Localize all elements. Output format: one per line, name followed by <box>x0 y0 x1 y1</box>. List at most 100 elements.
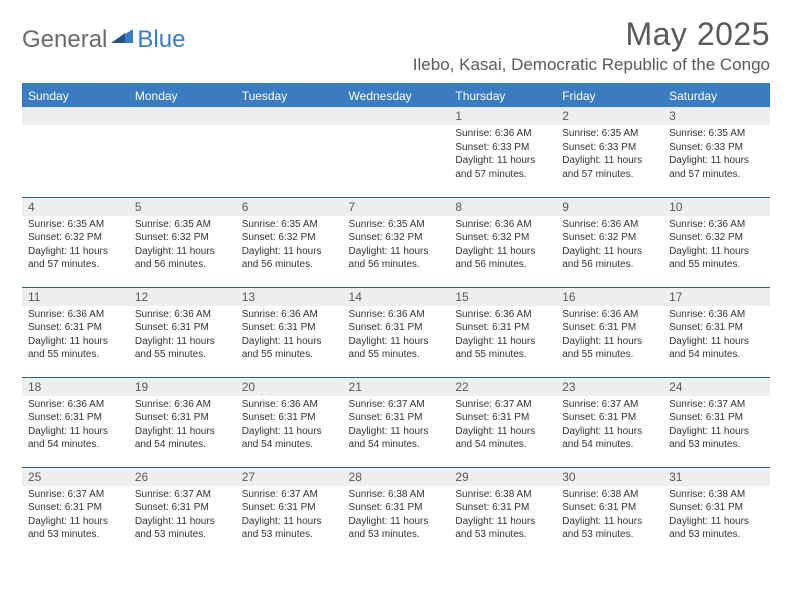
calendar-day-cell: 28Sunrise: 6:38 AMSunset: 6:31 PMDayligh… <box>343 467 450 557</box>
calendar-day-cell: 16Sunrise: 6:36 AMSunset: 6:31 PMDayligh… <box>556 287 663 377</box>
calendar-day-cell <box>129 107 236 197</box>
day-number: 19 <box>129 378 236 396</box>
day-number: 31 <box>663 468 770 486</box>
calendar-day-cell <box>236 107 343 197</box>
day-number: 22 <box>449 378 556 396</box>
calendar-day-cell: 3Sunrise: 6:35 AMSunset: 6:33 PMDaylight… <box>663 107 770 197</box>
calendar-day-cell: 5Sunrise: 6:35 AMSunset: 6:32 PMDaylight… <box>129 197 236 287</box>
calendar-day-cell <box>343 107 450 197</box>
day-number: 2 <box>556 107 663 125</box>
day-data: Sunrise: 6:36 AMSunset: 6:32 PMDaylight:… <box>556 216 663 276</box>
calendar-table: SundayMondayTuesdayWednesdayThursdayFrid… <box>22 83 770 557</box>
logo-text-general: General <box>22 26 107 54</box>
day-number: 13 <box>236 288 343 306</box>
day-data: Sunrise: 6:36 AMSunset: 6:31 PMDaylight:… <box>663 306 770 366</box>
calendar-day-cell: 19Sunrise: 6:36 AMSunset: 6:31 PMDayligh… <box>129 377 236 467</box>
day-data: Sunrise: 6:35 AMSunset: 6:33 PMDaylight:… <box>663 125 770 185</box>
calendar-week-row: 11Sunrise: 6:36 AMSunset: 6:31 PMDayligh… <box>22 287 770 377</box>
day-data: Sunrise: 6:35 AMSunset: 6:33 PMDaylight:… <box>556 125 663 185</box>
calendar-day-cell: 21Sunrise: 6:37 AMSunset: 6:31 PMDayligh… <box>343 377 450 467</box>
empty-day-number <box>129 107 236 125</box>
day-data: Sunrise: 6:37 AMSunset: 6:31 PMDaylight:… <box>236 486 343 546</box>
logo-text-blue: Blue <box>137 26 185 54</box>
calendar-day-cell: 12Sunrise: 6:36 AMSunset: 6:31 PMDayligh… <box>129 287 236 377</box>
calendar-week-row: 4Sunrise: 6:35 AMSunset: 6:32 PMDaylight… <box>22 197 770 287</box>
day-data: Sunrise: 6:35 AMSunset: 6:32 PMDaylight:… <box>236 216 343 276</box>
calendar-week-row: 25Sunrise: 6:37 AMSunset: 6:31 PMDayligh… <box>22 467 770 557</box>
calendar-day-cell <box>22 107 129 197</box>
day-number: 28 <box>343 468 450 486</box>
calendar-day-cell: 30Sunrise: 6:38 AMSunset: 6:31 PMDayligh… <box>556 467 663 557</box>
empty-day-number <box>236 107 343 125</box>
day-data: Sunrise: 6:36 AMSunset: 6:31 PMDaylight:… <box>129 306 236 366</box>
day-data: Sunrise: 6:36 AMSunset: 6:32 PMDaylight:… <box>663 216 770 276</box>
day-data: Sunrise: 6:37 AMSunset: 6:31 PMDaylight:… <box>556 396 663 456</box>
calendar-day-cell: 24Sunrise: 6:37 AMSunset: 6:31 PMDayligh… <box>663 377 770 467</box>
calendar-day-cell: 18Sunrise: 6:36 AMSunset: 6:31 PMDayligh… <box>22 377 129 467</box>
calendar-week-row: 1Sunrise: 6:36 AMSunset: 6:33 PMDaylight… <box>22 107 770 197</box>
logo: General Blue <box>22 16 185 54</box>
day-number: 5 <box>129 198 236 216</box>
day-data: Sunrise: 6:38 AMSunset: 6:31 PMDaylight:… <box>449 486 556 546</box>
calendar-day-cell: 8Sunrise: 6:36 AMSunset: 6:32 PMDaylight… <box>449 197 556 287</box>
header: General Blue May 2025 Ilebo, Kasai, Demo… <box>22 16 770 75</box>
day-data: Sunrise: 6:36 AMSunset: 6:31 PMDaylight:… <box>129 396 236 456</box>
day-data: Sunrise: 6:36 AMSunset: 6:32 PMDaylight:… <box>449 216 556 276</box>
empty-day-number <box>22 107 129 125</box>
day-number: 9 <box>556 198 663 216</box>
calendar-day-cell: 13Sunrise: 6:36 AMSunset: 6:31 PMDayligh… <box>236 287 343 377</box>
day-data: Sunrise: 6:35 AMSunset: 6:32 PMDaylight:… <box>22 216 129 276</box>
calendar-day-cell: 15Sunrise: 6:36 AMSunset: 6:31 PMDayligh… <box>449 287 556 377</box>
day-data: Sunrise: 6:36 AMSunset: 6:31 PMDaylight:… <box>343 306 450 366</box>
day-number: 7 <box>343 198 450 216</box>
title-block: May 2025 Ilebo, Kasai, Democratic Republ… <box>413 16 770 75</box>
day-data: Sunrise: 6:37 AMSunset: 6:31 PMDaylight:… <box>663 396 770 456</box>
day-number: 12 <box>129 288 236 306</box>
weekday-header: Friday <box>556 84 663 107</box>
day-number: 30 <box>556 468 663 486</box>
calendar-day-cell: 17Sunrise: 6:36 AMSunset: 6:31 PMDayligh… <box>663 287 770 377</box>
day-data: Sunrise: 6:38 AMSunset: 6:31 PMDaylight:… <box>556 486 663 546</box>
calendar-day-cell: 9Sunrise: 6:36 AMSunset: 6:32 PMDaylight… <box>556 197 663 287</box>
month-title: May 2025 <box>413 16 770 53</box>
calendar-day-cell: 14Sunrise: 6:36 AMSunset: 6:31 PMDayligh… <box>343 287 450 377</box>
day-data: Sunrise: 6:37 AMSunset: 6:31 PMDaylight:… <box>343 396 450 456</box>
calendar-day-cell: 29Sunrise: 6:38 AMSunset: 6:31 PMDayligh… <box>449 467 556 557</box>
day-data: Sunrise: 6:35 AMSunset: 6:32 PMDaylight:… <box>343 216 450 276</box>
weekday-header: Wednesday <box>343 84 450 107</box>
calendar-day-cell: 22Sunrise: 6:37 AMSunset: 6:31 PMDayligh… <box>449 377 556 467</box>
day-number: 8 <box>449 198 556 216</box>
day-data: Sunrise: 6:36 AMSunset: 6:31 PMDaylight:… <box>236 396 343 456</box>
day-number: 14 <box>343 288 450 306</box>
day-number: 26 <box>129 468 236 486</box>
day-data: Sunrise: 6:36 AMSunset: 6:31 PMDaylight:… <box>449 306 556 366</box>
empty-day-number <box>343 107 450 125</box>
day-number: 27 <box>236 468 343 486</box>
calendar-day-cell: 4Sunrise: 6:35 AMSunset: 6:32 PMDaylight… <box>22 197 129 287</box>
calendar-day-cell: 31Sunrise: 6:38 AMSunset: 6:31 PMDayligh… <box>663 467 770 557</box>
day-number: 10 <box>663 198 770 216</box>
day-number: 1 <box>449 107 556 125</box>
calendar-day-cell: 27Sunrise: 6:37 AMSunset: 6:31 PMDayligh… <box>236 467 343 557</box>
calendar-day-cell: 26Sunrise: 6:37 AMSunset: 6:31 PMDayligh… <box>129 467 236 557</box>
day-number: 3 <box>663 107 770 125</box>
day-number: 16 <box>556 288 663 306</box>
day-data: Sunrise: 6:37 AMSunset: 6:31 PMDaylight:… <box>22 486 129 546</box>
day-number: 23 <box>556 378 663 396</box>
calendar-day-cell: 23Sunrise: 6:37 AMSunset: 6:31 PMDayligh… <box>556 377 663 467</box>
day-number: 17 <box>663 288 770 306</box>
calendar-body: 1Sunrise: 6:36 AMSunset: 6:33 PMDaylight… <box>22 107 770 557</box>
day-data: Sunrise: 6:38 AMSunset: 6:31 PMDaylight:… <box>663 486 770 546</box>
day-data: Sunrise: 6:36 AMSunset: 6:31 PMDaylight:… <box>22 396 129 456</box>
calendar-day-cell: 25Sunrise: 6:37 AMSunset: 6:31 PMDayligh… <box>22 467 129 557</box>
day-data: Sunrise: 6:37 AMSunset: 6:31 PMDaylight:… <box>129 486 236 546</box>
calendar-day-cell: 6Sunrise: 6:35 AMSunset: 6:32 PMDaylight… <box>236 197 343 287</box>
calendar-day-cell: 11Sunrise: 6:36 AMSunset: 6:31 PMDayligh… <box>22 287 129 377</box>
weekday-header: Sunday <box>22 84 129 107</box>
day-data: Sunrise: 6:36 AMSunset: 6:31 PMDaylight:… <box>556 306 663 366</box>
day-number: 15 <box>449 288 556 306</box>
calendar-day-cell: 1Sunrise: 6:36 AMSunset: 6:33 PMDaylight… <box>449 107 556 197</box>
day-data: Sunrise: 6:37 AMSunset: 6:31 PMDaylight:… <box>449 396 556 456</box>
calendar-day-cell: 20Sunrise: 6:36 AMSunset: 6:31 PMDayligh… <box>236 377 343 467</box>
calendar-day-cell: 10Sunrise: 6:36 AMSunset: 6:32 PMDayligh… <box>663 197 770 287</box>
